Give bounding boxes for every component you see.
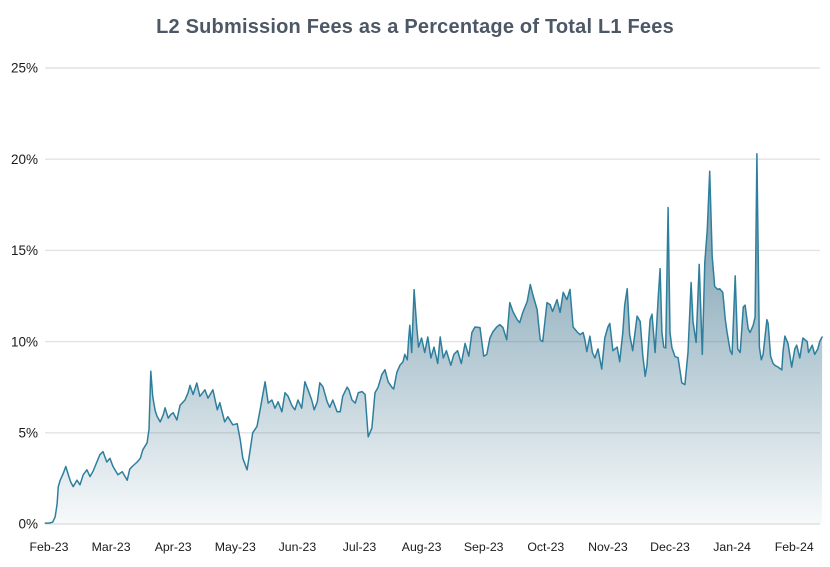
x-axis-label-Mar-23: Mar-23: [92, 540, 131, 554]
x-axis-label-Jul-23: Jul-23: [343, 540, 377, 554]
x-axis-label-Jan-24: Jan-24: [713, 540, 751, 554]
x-axis-label-Feb-23: Feb-23: [30, 540, 69, 554]
x-axis-label-Dec-23: Dec-23: [650, 540, 690, 554]
area-fill: [45, 153, 823, 524]
x-axis-label-Feb-24: Feb-24: [775, 540, 814, 554]
y-axis-label-25%: 25%: [11, 61, 38, 76]
y-axis-label-10%: 10%: [11, 334, 38, 349]
y-axis-label-15%: 15%: [11, 243, 38, 258]
x-axis-label-Aug-23: Aug-23: [402, 540, 442, 554]
x-axis-label-May-23: May-23: [215, 540, 256, 554]
y-axis-label-20%: 20%: [11, 152, 38, 167]
x-axis-label-Nov-23: Nov-23: [588, 540, 628, 554]
chart-title: L2 Submission Fees as a Percentage of To…: [156, 16, 674, 38]
x-axis-label-Sep-23: Sep-23: [464, 540, 504, 554]
y-axis-label-0%: 0%: [18, 517, 38, 532]
area-line: [44, 152, 823, 524]
x-axis-label-Jun-23: Jun-23: [279, 540, 317, 554]
x-axis-label-Apr-23: Apr-23: [155, 540, 192, 554]
x-axis-label-Oct-23: Oct-23: [527, 540, 564, 554]
y-axis-label-5%: 5%: [18, 426, 38, 441]
